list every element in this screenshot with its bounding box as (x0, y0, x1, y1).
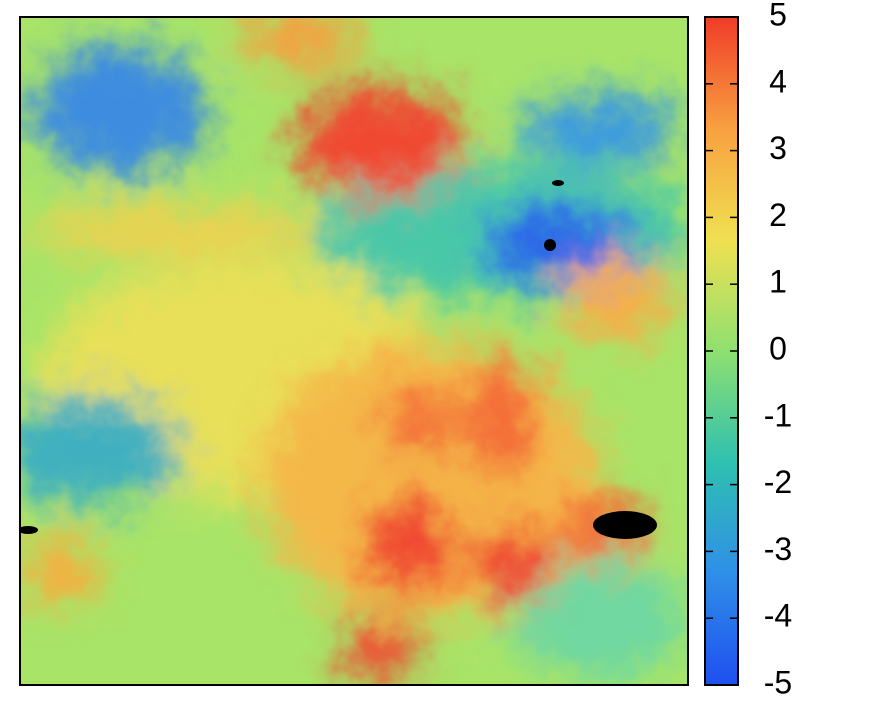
heatmap-field (20, 17, 688, 685)
colorbar-tick-label: 5 (769, 0, 787, 32)
colorbar-tick-label: -1 (764, 397, 792, 433)
colorbar-tick-label: 0 (769, 330, 787, 366)
colorbar-tick-label: -3 (764, 531, 792, 567)
colorbar-tick-label: 4 (769, 63, 787, 99)
plot-frame (19, 16, 689, 686)
colorbar-tick-label: -4 (764, 598, 792, 634)
colorbar-tick-label: 1 (769, 264, 787, 300)
colorbar-tick-label: -2 (764, 464, 792, 500)
colorbar-tick-label: 2 (769, 197, 787, 233)
colorbar-tick-label: -5 (764, 664, 792, 700)
colorbar-tick-label: 3 (769, 130, 787, 166)
